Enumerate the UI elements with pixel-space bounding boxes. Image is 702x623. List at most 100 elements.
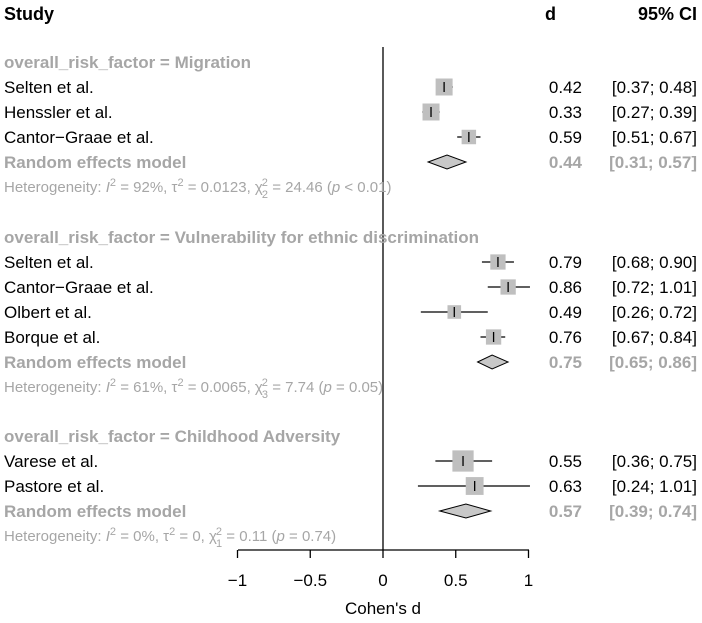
x-axis-label: Cohen's d <box>345 599 421 618</box>
pooled-diamond <box>476 354 510 370</box>
equals-sign: = <box>268 379 285 396</box>
i2-superscript: 2 <box>110 377 116 389</box>
x-tick-label: 0 <box>378 571 387 590</box>
equals-sign: = <box>184 379 201 396</box>
chi2-superscript: 2 <box>216 526 222 538</box>
pooled-effect-value: 0.57 <box>549 502 582 521</box>
effect-value: 0.42 <box>549 78 582 97</box>
group-title: overall_risk_factor = Migration <box>4 53 251 72</box>
tau2-superscript: 2 <box>177 177 183 189</box>
pooled-label: Random effects model <box>4 353 186 372</box>
ci-value: [0.26; 0.72] <box>612 303 697 322</box>
header-ci: 95% CI <box>638 4 697 24</box>
chi2-symbol: , χ <box>247 379 263 396</box>
p-value: < 0.01 <box>344 179 386 196</box>
study-name: Borque et al. <box>4 328 100 347</box>
pooled-label: Random effects model <box>4 502 186 521</box>
x-tick-label: −1 <box>228 571 247 590</box>
ci-value: [0.67; 0.84] <box>612 328 697 347</box>
chi2-symbol: , χ <box>247 179 263 196</box>
p-value: = 0.05 <box>336 379 378 396</box>
ci-value: [0.51; 0.67] <box>612 128 697 147</box>
tau2-value: 0.0123 <box>201 179 247 196</box>
chi2-value: 0.11 <box>239 528 267 545</box>
tau2-symbol: , τ <box>163 379 177 396</box>
heterogeneity-prefix: Heterogeneity: <box>4 379 106 396</box>
paren-open: ( <box>314 379 323 396</box>
equals-sign: = <box>184 179 201 196</box>
study-name: Selten et al. <box>4 78 94 97</box>
study-name: Henssler et al. <box>4 103 113 122</box>
heterogeneity-prefix: Heterogeneity: <box>4 528 106 545</box>
effect-value: 0.49 <box>549 303 582 322</box>
pooled-effect-value: 0.44 <box>549 153 583 172</box>
effect-value: 0.76 <box>549 328 582 347</box>
equals-sign: = <box>175 528 192 545</box>
equals-sign: = <box>116 179 133 196</box>
pooled-label: Random effects model <box>4 153 186 172</box>
study-name: Cantor−Graae et al. <box>4 278 154 297</box>
header-study: Study <box>4 4 54 24</box>
effect-value: 0.86 <box>549 278 582 297</box>
x-axis-ticks: −1 −0.5 0 0.5 1 <box>228 550 533 590</box>
pooled-ci-value: [0.65; 0.86] <box>609 353 697 372</box>
chi2-value: 24.46 <box>285 179 323 196</box>
effect-value: 0.55 <box>549 452 582 471</box>
chi2-df: 3 <box>262 389 268 401</box>
pooled-ci-value: [0.39; 0.74] <box>609 502 697 521</box>
study-name: Selten et al. <box>4 253 94 272</box>
forest-rows: overall_risk_factor = Migration Selten et… <box>4 53 697 550</box>
heterogeneity-text: Heterogeneity: I2 = 92%, τ2 = 0.0123, χ2… <box>4 177 392 201</box>
x-tick-label: −0.5 <box>293 571 327 590</box>
i2-value: 61% <box>133 379 163 396</box>
i2-superscript: 2 <box>110 177 116 189</box>
pooled-effect-value: 0.75 <box>549 353 582 372</box>
equals-sign: = <box>116 528 133 545</box>
p-symbol: p <box>323 379 332 396</box>
chi2-df: 2 <box>262 189 268 201</box>
ci-value: [0.68; 0.90] <box>612 253 697 272</box>
x-axis: −1 −0.5 0 0.5 1 Cohen's d <box>228 549 533 618</box>
tau2-value: 0 <box>192 528 200 545</box>
chi2-superscript: 2 <box>262 377 268 389</box>
paren-open: ( <box>267 528 276 545</box>
chi2-symbol: , χ <box>201 528 217 545</box>
ci-value: [0.24; 1.01] <box>612 477 697 496</box>
p-symbol: p <box>331 179 340 196</box>
p-value: = 0.74 <box>289 528 331 545</box>
x-tick-label: 0.5 <box>444 571 468 590</box>
group-title: overall_risk_factor = Vulnerability for … <box>4 228 479 247</box>
paren-close: ) <box>378 379 383 396</box>
effect-value: 0.63 <box>549 477 582 496</box>
effect-value: 0.59 <box>549 128 582 147</box>
paren-close: ) <box>387 179 392 196</box>
chi2-value: 7.74 <box>285 379 314 396</box>
equals-sign: = <box>116 379 133 396</box>
pooled-diamond <box>426 154 468 170</box>
pooled-ci-value: [0.31; 0.57] <box>609 153 697 172</box>
i2-symbol: I <box>106 379 110 396</box>
ci-value: [0.72; 1.01] <box>612 278 697 297</box>
x-tick-label: 1 <box>524 571 533 590</box>
study-name: Pastore et al. <box>4 477 104 496</box>
study-name: Olbert et al. <box>4 303 92 322</box>
heterogeneity-text: Heterogeneity: I2 = 0%, τ2 = 0, χ2 1 = 0.… <box>4 526 336 550</box>
pooled-diamond <box>437 503 493 519</box>
study-name: Varese et al. <box>4 452 98 471</box>
header-effect: d <box>545 4 556 24</box>
chi2-df: 1 <box>216 538 222 550</box>
tau2-superscript: 2 <box>177 377 183 389</box>
paren-open: ( <box>323 179 332 196</box>
p-symbol: p <box>276 528 285 545</box>
ci-value: [0.36; 0.75] <box>612 452 697 471</box>
study-name: Cantor−Graae et al. <box>4 128 154 147</box>
i2-superscript: 2 <box>110 526 116 538</box>
equals-sign: = <box>222 528 239 545</box>
effect-value: 0.33 <box>549 103 582 122</box>
group-title: overall_risk_factor = Childhood Adversit… <box>4 427 341 446</box>
i2-value: 92% <box>133 179 163 196</box>
effect-value: 0.79 <box>549 253 582 272</box>
heterogeneity-prefix: Heterogeneity: <box>4 179 106 196</box>
tau2-value: 0.0065 <box>201 379 247 396</box>
